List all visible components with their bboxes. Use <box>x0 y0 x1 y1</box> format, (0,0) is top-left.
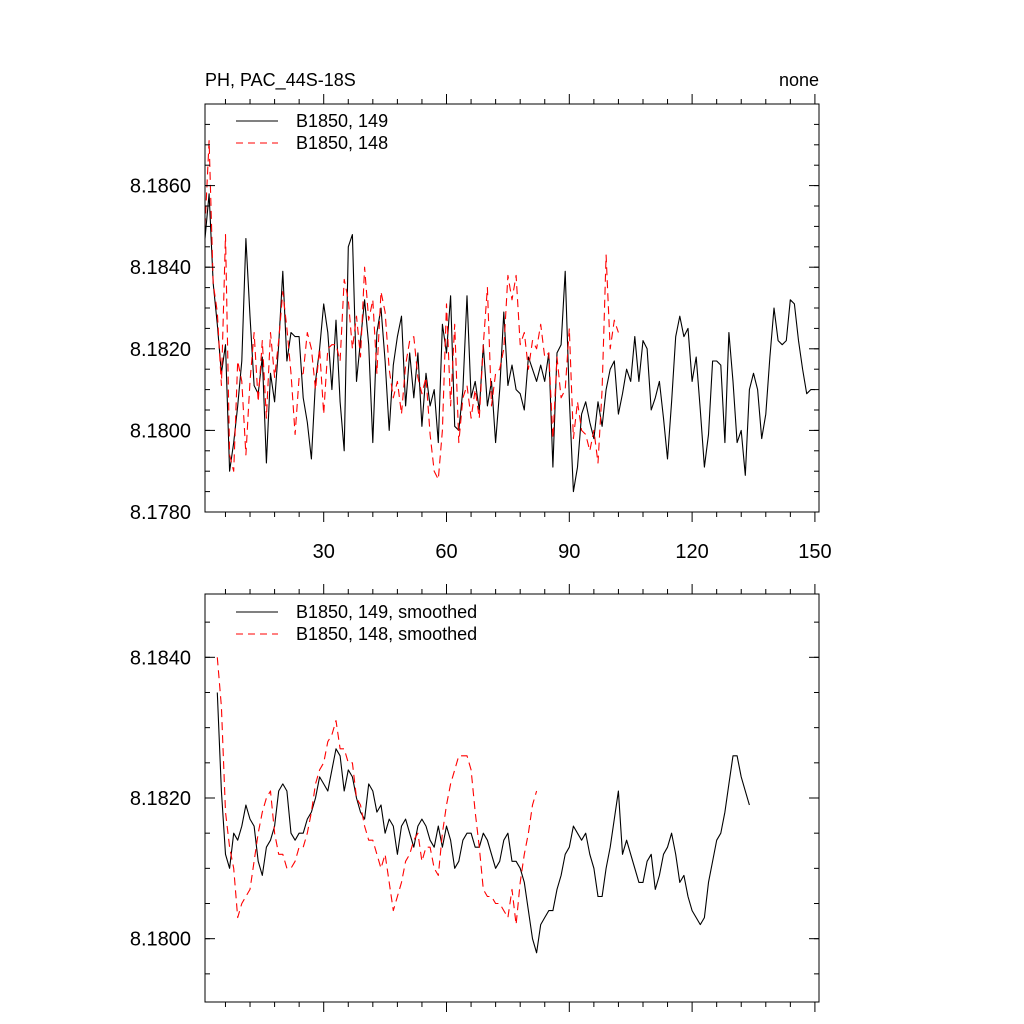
panel-title-right: none <box>779 70 819 90</box>
x-tick-label: 30 <box>313 541 335 563</box>
x-tick-label: 60 <box>435 541 457 563</box>
y-tick-label: 8.1800 <box>130 420 191 442</box>
legend-label-149: B1850, 149 <box>296 111 388 131</box>
y-tick-label: 8.1820 <box>130 788 191 810</box>
bottom-series-line-148 <box>216 657 538 926</box>
y-tick-label: 8.1820 <box>130 339 191 361</box>
legend-label-148-smoothed: B1850, 148, smoothed <box>296 624 477 644</box>
legend-label-148: B1850, 148 <box>296 133 388 153</box>
legend-top: B1850, 149 B1850, 148 <box>236 111 388 153</box>
x-tick-label: 120 <box>675 541 708 563</box>
legend-label-149-smoothed: B1850, 149, smoothed <box>296 602 477 622</box>
y-tick-label: 8.1800 <box>130 929 191 951</box>
bottom-series-line-149 <box>216 692 750 954</box>
top-panel: PH, PAC_44S-18S none 8.1780 8.1800 8.1820 8… <box>130 70 832 563</box>
y-tick-label: 8.1780 <box>130 502 191 524</box>
y-tick-label: 8.1840 <box>130 647 191 669</box>
x-tick-label: 150 <box>798 541 831 563</box>
legend-bottom: B1850, 149, smoothed B1850, 148, smoothe… <box>236 602 477 644</box>
plot-frame-top <box>204 103 820 513</box>
y-tick-label: 8.1860 <box>130 176 191 198</box>
panel-title-left: PH, PAC_44S-18S <box>205 70 356 91</box>
bottom-panel: 8.1800 8.1820 8.1840 B1850, 149, smoothed … <box>130 584 820 1012</box>
top-series-line-148 <box>204 140 619 480</box>
plot-frame-bottom <box>204 593 820 1003</box>
y-tick-label: 8.1840 <box>130 257 191 279</box>
x-tick-label: 90 <box>558 541 580 563</box>
top-series-line-149 <box>204 193 815 493</box>
